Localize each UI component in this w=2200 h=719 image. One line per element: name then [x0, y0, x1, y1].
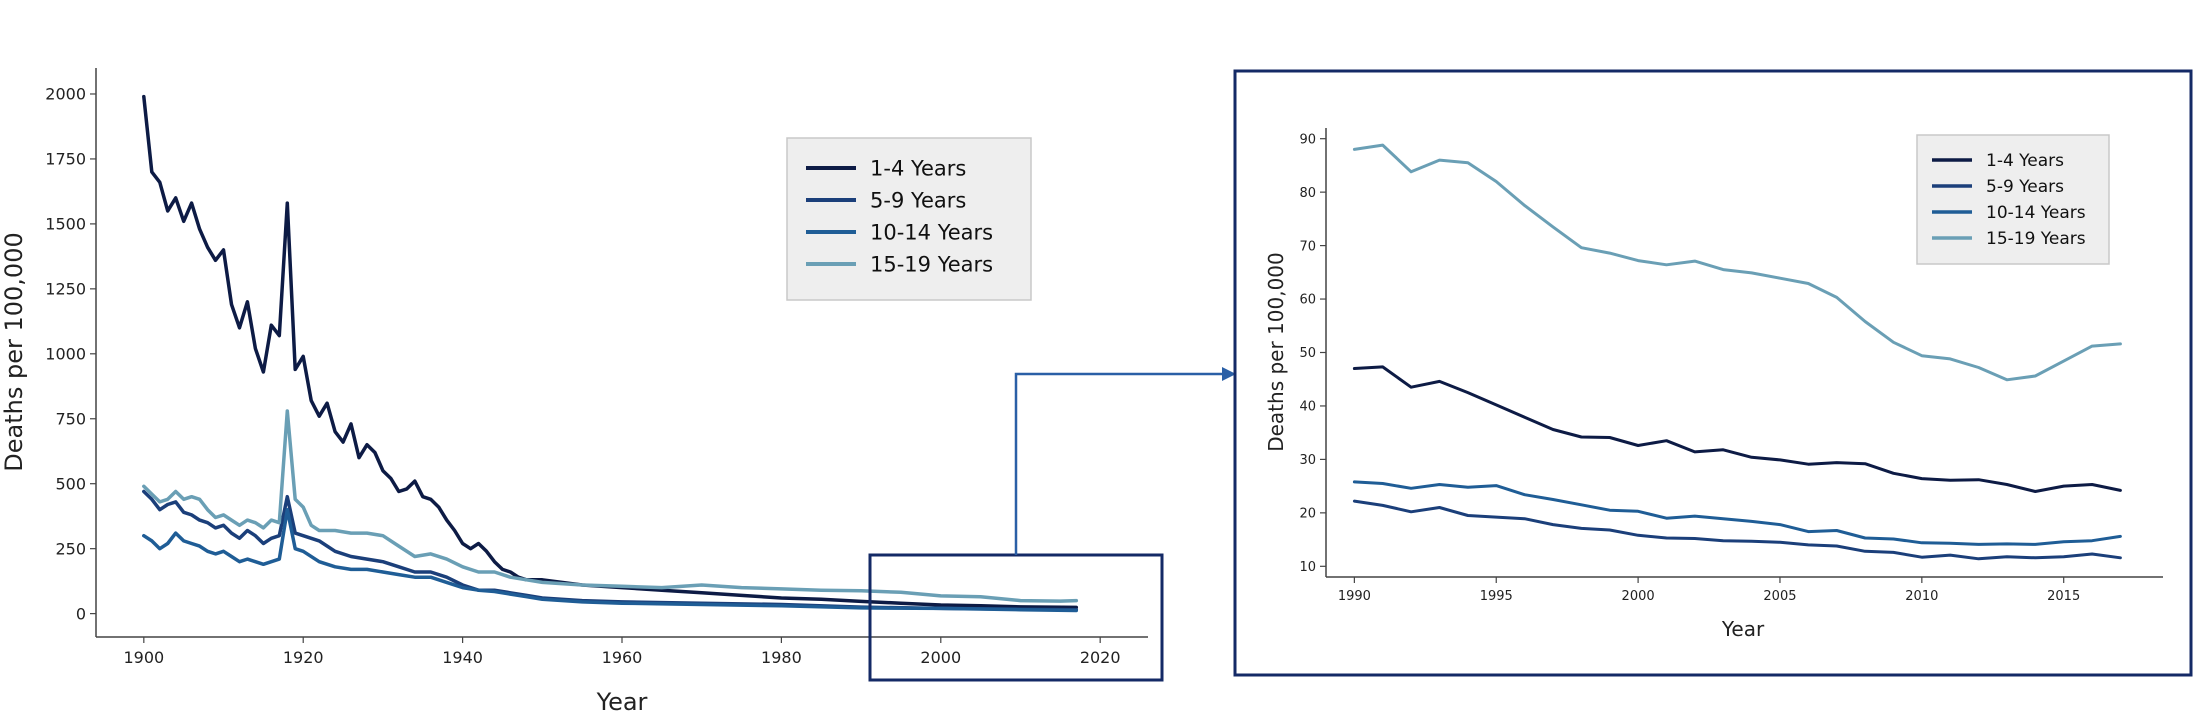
main-legend-label: 1-4 Years — [870, 156, 966, 180]
inset-y-tick-label: 10 — [1299, 560, 1316, 575]
main-y-tick-label: 1250 — [45, 280, 86, 299]
main-y-tick-label: 750 — [55, 410, 86, 429]
main-y-axis-label: Deaths per 100,000 — [0, 232, 28, 471]
main-y-tick-label: 1500 — [45, 215, 86, 234]
inset-y-axis-label: Deaths per 100,000 — [1264, 252, 1288, 452]
main-y-tick-label: 2000 — [45, 85, 86, 104]
main-x-tick-label: 1920 — [283, 648, 324, 667]
main-legend: 1-4 Years 5-9 Years 10-14 Years 15-19 Years — [786, 137, 1032, 301]
inset-y-tick-label: 60 — [1299, 293, 1316, 308]
inset-y-tick-label: 30 — [1299, 453, 1316, 468]
inset-x-tick-label: 2015 — [2047, 589, 2080, 604]
main-x-tick-label: 2000 — [920, 648, 961, 667]
inset-x-tick-label: 2000 — [1622, 589, 1655, 604]
inset-legend: 1-4 Years 5-9 Years 10-14 Years 15-19 Years — [1916, 134, 2110, 265]
inset-legend-label: 10-14 Years — [1986, 203, 2086, 223]
inset-x-tick-label: 1995 — [1480, 589, 1513, 604]
inset-y-tick-label: 20 — [1299, 507, 1316, 522]
inset-x-axis-label: Year — [1721, 617, 1765, 641]
main-legend-label: 5-9 Years — [870, 188, 966, 212]
main-x-axis-label: Year — [596, 688, 648, 716]
main-series-5-9-years — [142, 489, 1079, 612]
inset-legend-label: 1-4 Years — [1986, 151, 2064, 171]
inset-series-1-4-years — [1352, 365, 2122, 493]
main-series-1-4-years — [142, 94, 1079, 610]
main-y-tick-label: 1750 — [45, 150, 86, 169]
main-x-tick-label: 1900 — [123, 648, 164, 667]
main-x-tick-label: 2020 — [1080, 648, 1121, 667]
main-series-15-19-years — [142, 409, 1079, 603]
inset-y-tick-label: 70 — [1299, 239, 1316, 254]
inset-x-tick-label: 2005 — [1763, 589, 1796, 604]
connector-arrowhead — [1222, 367, 1236, 381]
main-x-tick-label: 1960 — [602, 648, 643, 667]
main-y-tick-label: 500 — [55, 474, 86, 493]
main-legend-box — [786, 137, 1032, 301]
inset-frame — [1233, 69, 2193, 677]
main-series-10-14-years — [142, 507, 1079, 613]
main-x-tick-label: 1980 — [761, 648, 802, 667]
inset-legend-box — [1916, 134, 2110, 265]
inset-series-15-19-years — [1352, 143, 2122, 382]
main-x-tick-label: 1940 — [442, 648, 483, 667]
zoom-connector-arrow — [1014, 367, 1236, 555]
inset-series-10-14-years — [1352, 480, 2122, 546]
inset-y-tick-label: 40 — [1299, 400, 1316, 415]
inset-chart: 1990 1995 2000 2005 2010 2015 10 20 30 40 50 60 70 80… — [1233, 69, 2193, 677]
inset-x-tick-label: 1990 — [1338, 589, 1371, 604]
inset-legend-label: 15-19 Years — [1986, 229, 2086, 249]
inset-y-tick-label: 90 — [1299, 132, 1316, 147]
main-y-tick-label: 250 — [55, 539, 86, 558]
inset-y-tick-label: 50 — [1299, 346, 1316, 361]
main-y-tick-label: 1000 — [45, 345, 86, 364]
connector-line — [1014, 372, 1222, 555]
inset-x-tick-label: 2010 — [1905, 589, 1938, 604]
inset-series-5-9-years — [1352, 499, 2122, 561]
main-legend-label: 10-14 Years — [870, 220, 993, 244]
main-legend-label: 15-19 Years — [870, 252, 993, 276]
main-chart: 1900 1920 1940 1960 1980 2000 2020 0 250 500 750 10… — [0, 68, 1164, 716]
main-y-tick-label: 0 — [76, 604, 86, 623]
inset-legend-label: 5-9 Years — [1986, 177, 2064, 197]
inset-y-tick-label: 80 — [1299, 186, 1316, 201]
